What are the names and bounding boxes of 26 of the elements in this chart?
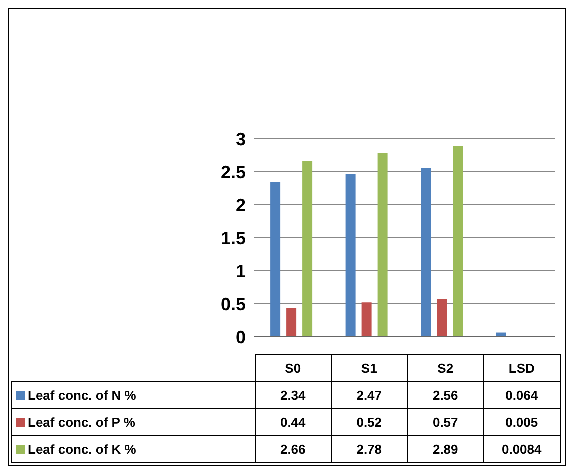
data-label: 0.44 [255,408,332,436]
y-tick-label: 0.5 [220,294,246,314]
data-label: 2.66 [255,436,332,462]
x-tick-label: S2 [408,354,484,382]
legend-label: Leaf conc. of P % [12,408,255,436]
y-tick-label: 3 [236,129,246,150]
data-label: 0.005 [484,408,560,436]
y-tick-label: 2.5 [220,162,246,182]
y-tick-label: 1.5 [220,228,246,248]
y-tick-label: 2 [236,195,246,216]
data-label: 2.89 [408,436,484,462]
data-label: 2.47 [331,382,408,408]
data-label: 2.34 [255,382,332,408]
x-tick-label: S0 [255,354,332,382]
legend-label: Leaf conc. of K % [12,436,255,462]
data-label: 0.52 [331,408,408,436]
x-tick-label: S1 [331,354,408,382]
data-label: 0.0084 [484,436,560,462]
data-label: 0.57 [408,408,484,436]
data-label: 2.56 [408,382,484,408]
y-tick-label: 0 [236,327,246,348]
data-label: 2.78 [331,436,408,462]
x-tick-label: LSD [484,354,560,382]
data-label: 0.064 [484,382,560,408]
legend-label: Leaf conc. of N % [12,382,255,408]
y-tick-label: 1 [236,261,246,282]
